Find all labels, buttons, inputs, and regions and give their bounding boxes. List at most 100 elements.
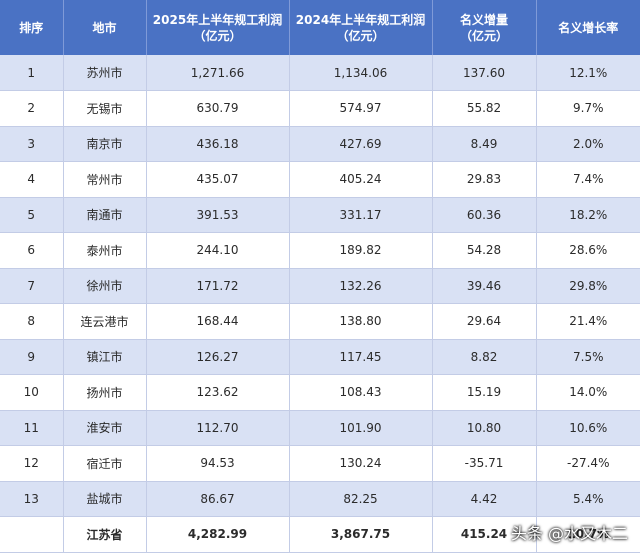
cell-profit-2024: 130.24 — [289, 445, 433, 482]
cell-rank: 8 — [0, 303, 64, 340]
cell-nominal-growth-rate: 18.2% — [536, 197, 640, 233]
cell-nominal-growth-rate: 21.4% — [536, 303, 640, 340]
cell-nominal-growth-rate: 7.5% — [536, 339, 640, 375]
cell-profit-2025: 630.79 — [146, 90, 290, 127]
cell-profit-2025: 391.53 — [146, 197, 290, 233]
column-header-rank: 排序 — [0, 0, 64, 55]
watermark: 头条 @水又木二 — [510, 524, 628, 543]
cell-profit-2025: 94.53 — [146, 445, 290, 482]
table-row: 9 镇江市 126.27 117.45 8.82 7.5% — [0, 339, 640, 375]
total-cell-nominal-increase: 415.24 — [432, 516, 537, 553]
cell-profit-2024: 427.69 — [289, 126, 433, 162]
cell-profit-2024: 574.97 — [289, 90, 433, 127]
cell-profit-2025: 171.72 — [146, 268, 290, 304]
column-header-city: 地市 — [63, 0, 147, 55]
cell-profit-2024: 189.82 — [289, 232, 433, 269]
total-cell-rank — [0, 516, 64, 553]
cell-rank: 4 — [0, 161, 64, 198]
cell-nominal-increase: 54.28 — [432, 232, 537, 269]
cell-profit-2025: 126.27 — [146, 339, 290, 375]
cell-profit-2024: 132.26 — [289, 268, 433, 304]
cell-profit-2025: 1,271.66 — [146, 55, 290, 91]
cell-nominal-increase: 39.46 — [432, 268, 537, 304]
cell-nominal-growth-rate: 2.0% — [536, 126, 640, 162]
cell-rank: 6 — [0, 232, 64, 269]
cell-nominal-increase: 29.64 — [432, 303, 537, 340]
table-row: 1 苏州市 1,271.66 1,134.06 137.60 12.1% — [0, 55, 640, 91]
cell-profit-2024: 331.17 — [289, 197, 433, 233]
cell-nominal-increase: 137.60 — [432, 55, 537, 91]
cell-rank: 2 — [0, 90, 64, 127]
cell-nominal-growth-rate: -27.4% — [536, 445, 640, 482]
cell-city: 宿迁市 — [63, 445, 147, 482]
table-row: 10 扬州市 123.62 108.43 15.19 14.0% — [0, 374, 640, 411]
cell-city: 连云港市 — [63, 303, 147, 340]
cell-city: 常州市 — [63, 161, 147, 198]
cell-nominal-increase: -35.71 — [432, 445, 537, 482]
cell-profit-2024: 117.45 — [289, 339, 433, 375]
cell-city: 南通市 — [63, 197, 147, 233]
cell-rank: 12 — [0, 445, 64, 482]
table-header: 排序 地市 2025年上半年规工利润 （亿元） 2024年上半年规工利润 （亿元） 名义增量… — [0, 0, 640, 55]
column-header-profit-2025: 2025年上半年规工利润 （亿元） — [146, 0, 290, 55]
cell-profit-2024: 138.80 — [289, 303, 433, 340]
cell-rank: 3 — [0, 126, 64, 162]
total-cell-profit-2025: 4,282.99 — [146, 516, 290, 553]
cell-city: 苏州市 — [63, 55, 147, 91]
cell-profit-2024: 1,134.06 — [289, 55, 433, 91]
cell-profit-2025: 435.07 — [146, 161, 290, 198]
cell-rank: 9 — [0, 339, 64, 375]
cell-profit-2024: 405.24 — [289, 161, 433, 198]
table-row: 12 宿迁市 94.53 130.24 -35.71 -27.4% — [0, 445, 640, 482]
table-row: 8 连云港市 168.44 138.80 29.64 21.4% — [0, 303, 640, 340]
cell-nominal-growth-rate: 28.6% — [536, 232, 640, 269]
column-header-nominal-increase: 名义增量 （亿元） — [432, 0, 537, 55]
table-row: 13 盐城市 86.67 82.25 4.42 5.4% — [0, 481, 640, 517]
cell-nominal-growth-rate: 5.4% — [536, 481, 640, 517]
cell-nominal-increase: 8.82 — [432, 339, 537, 375]
cell-nominal-growth-rate: 10.6% — [536, 410, 640, 446]
cell-profit-2025: 112.70 — [146, 410, 290, 446]
table-row: 4 常州市 435.07 405.24 29.83 7.4% — [0, 161, 640, 198]
table-row: 6 泰州市 244.10 189.82 54.28 28.6% — [0, 232, 640, 269]
cell-profit-2025: 168.44 — [146, 303, 290, 340]
cell-nominal-growth-rate: 7.4% — [536, 161, 640, 198]
column-header-profit-2024: 2024年上半年规工利润 （亿元） — [289, 0, 433, 55]
cell-rank: 13 — [0, 481, 64, 517]
cell-city: 镇江市 — [63, 339, 147, 375]
cell-profit-2024: 101.90 — [289, 410, 433, 446]
cell-nominal-increase: 15.19 — [432, 374, 537, 411]
cell-nominal-increase: 29.83 — [432, 161, 537, 198]
cell-profit-2025: 123.62 — [146, 374, 290, 411]
cell-rank: 7 — [0, 268, 64, 304]
total-cell-city: 江苏省 — [63, 516, 147, 553]
cell-nominal-increase: 10.80 — [432, 410, 537, 446]
cell-city: 徐州市 — [63, 268, 147, 304]
cell-city: 无锡市 — [63, 90, 147, 127]
cell-profit-2025: 244.10 — [146, 232, 290, 269]
table-row: 11 淮安市 112.70 101.90 10.80 10.6% — [0, 410, 640, 446]
cell-rank: 5 — [0, 197, 64, 233]
cell-rank: 10 — [0, 374, 64, 411]
table-row: 7 徐州市 171.72 132.26 39.46 29.8% — [0, 268, 640, 304]
cell-nominal-increase: 4.42 — [432, 481, 537, 517]
cell-profit-2024: 108.43 — [289, 374, 433, 411]
cell-nominal-growth-rate: 14.0% — [536, 374, 640, 411]
cell-rank: 11 — [0, 410, 64, 446]
cell-nominal-increase: 60.36 — [432, 197, 537, 233]
cell-city: 泰州市 — [63, 232, 147, 269]
cell-profit-2025: 86.67 — [146, 481, 290, 517]
column-header-nominal-growth-rate: 名义增长率 — [558, 20, 619, 35]
cell-nominal-increase: 8.49 — [432, 126, 537, 162]
total-row: 江苏省 4,282.99 3,867.75 415.24 10.7% — [0, 516, 640, 553]
cell-nominal-growth-rate: 12.1% — [536, 55, 640, 91]
cell-nominal-growth-rate: 29.8% — [536, 268, 640, 304]
table-row: 2 无锡市 630.79 574.97 55.82 9.7% — [0, 90, 640, 127]
total-cell-nominal-growth-rate: 10.7% — [536, 516, 640, 553]
cell-city: 淮安市 — [63, 410, 147, 446]
header-row: 排序 地市 2025年上半年规工利润 （亿元） 2024年上半年规工利润 （亿元） 名义增量… — [0, 0, 640, 55]
table-row: 3 南京市 436.18 427.69 8.49 2.0% — [0, 126, 640, 162]
table-body: 1 苏州市 1,271.66 1,134.06 137.60 12.1% 2 无锡市 630.7… — [0, 55, 640, 553]
cell-nominal-growth-rate: 9.7% — [536, 90, 640, 127]
